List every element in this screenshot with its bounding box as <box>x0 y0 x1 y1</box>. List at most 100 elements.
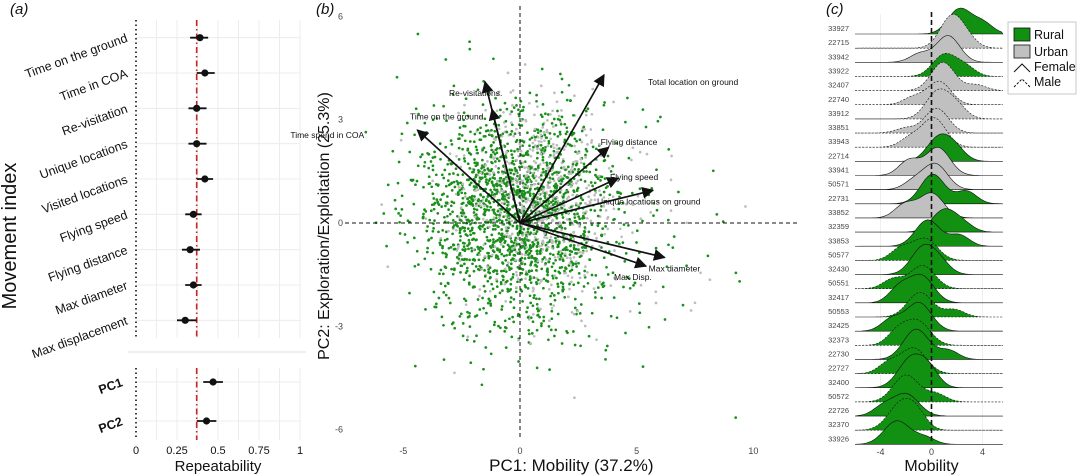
urban-point <box>552 154 556 158</box>
rural-point <box>495 184 499 188</box>
density-ridge <box>854 13 1003 49</box>
rural-point <box>540 149 543 152</box>
rural-point <box>464 233 468 236</box>
rural-point <box>569 99 572 102</box>
density-ridge <box>854 301 1003 332</box>
rural-point <box>581 216 585 219</box>
rural-point <box>532 228 536 232</box>
urban-point <box>550 283 553 287</box>
rural-point <box>533 135 537 139</box>
rural-point <box>499 280 503 284</box>
rural-point <box>400 208 404 211</box>
urban-point <box>493 245 497 249</box>
density-ridge <box>854 219 1003 247</box>
rural-point <box>493 320 497 324</box>
rural-point <box>603 177 607 180</box>
rural-point <box>471 262 474 266</box>
rural-point <box>524 197 528 201</box>
x-tick-label: 0 <box>133 445 139 457</box>
id-label: 32359 <box>828 222 849 231</box>
rural-point <box>510 335 514 339</box>
rural-point <box>477 171 481 174</box>
rural-point <box>504 270 508 273</box>
urban-point <box>559 249 563 253</box>
rural-point <box>554 236 557 240</box>
urban-point <box>531 222 534 226</box>
rural-point <box>542 170 545 174</box>
rural-point <box>520 271 524 275</box>
rural-point <box>478 264 482 268</box>
rural-point <box>524 243 527 247</box>
rural-point <box>516 280 519 284</box>
loading-arrow <box>519 222 666 261</box>
rural-point <box>504 190 507 194</box>
rural-point <box>504 156 508 159</box>
rural-point <box>579 344 582 348</box>
rural-point <box>558 191 562 194</box>
urban-point <box>574 201 578 205</box>
rural-point <box>542 185 545 189</box>
rural-point <box>465 219 469 222</box>
rural-point <box>547 338 550 342</box>
urban-point <box>539 307 542 311</box>
x-tick-label: 0 <box>517 446 522 456</box>
scatter-points <box>364 32 747 419</box>
urban-point <box>515 181 519 185</box>
rural-point <box>546 279 549 283</box>
rural-point <box>534 167 537 171</box>
rural-point <box>549 294 552 298</box>
rural-point <box>474 145 478 149</box>
x-axis-title: Mobility <box>904 458 958 475</box>
rural-point <box>623 211 626 214</box>
urban-point <box>525 246 529 249</box>
rural-point <box>558 130 562 134</box>
rural-point <box>450 143 454 146</box>
rural-point <box>483 207 486 211</box>
urban-point <box>580 289 584 293</box>
urban-point <box>551 125 555 128</box>
rural-point <box>479 126 482 130</box>
rural-point <box>488 330 492 333</box>
urban-point <box>613 249 616 252</box>
rural-point <box>551 177 555 181</box>
rural-point <box>413 133 416 137</box>
rural-point <box>568 223 572 226</box>
rural-point <box>550 211 554 215</box>
rural-point <box>555 276 558 280</box>
urban-point <box>506 261 510 264</box>
rural-point <box>612 296 616 299</box>
rural-point <box>433 150 436 154</box>
rural-point <box>462 245 466 248</box>
rural-point <box>423 121 427 125</box>
urban-point <box>458 259 462 263</box>
category-label: Re-visitation <box>60 102 129 139</box>
rural-point <box>540 267 544 271</box>
rural-point <box>581 198 585 202</box>
urban-point <box>536 168 540 172</box>
rural-point <box>483 210 487 214</box>
urban-point <box>474 189 477 193</box>
urban-point <box>486 160 489 163</box>
urban-point <box>547 155 551 159</box>
rural-point <box>589 181 593 184</box>
rural-point <box>590 311 594 315</box>
rural-point <box>425 250 429 254</box>
rural-point <box>385 244 388 248</box>
rural-point <box>485 311 488 315</box>
urban-point <box>520 203 523 207</box>
rural-point <box>567 83 571 87</box>
rural-point <box>500 232 504 236</box>
rural-point <box>573 343 577 347</box>
rural-point <box>529 281 533 284</box>
rural-point <box>468 311 471 315</box>
urban-point <box>569 256 572 260</box>
rural-point <box>459 211 463 215</box>
rural-point <box>403 233 407 236</box>
urban-point <box>474 204 478 208</box>
rural-point <box>555 226 559 230</box>
rural-point <box>466 201 470 204</box>
rural-point <box>594 147 598 151</box>
y-tick-label: 0 <box>338 218 343 228</box>
rural-point <box>523 262 527 266</box>
urban-point <box>543 236 546 239</box>
